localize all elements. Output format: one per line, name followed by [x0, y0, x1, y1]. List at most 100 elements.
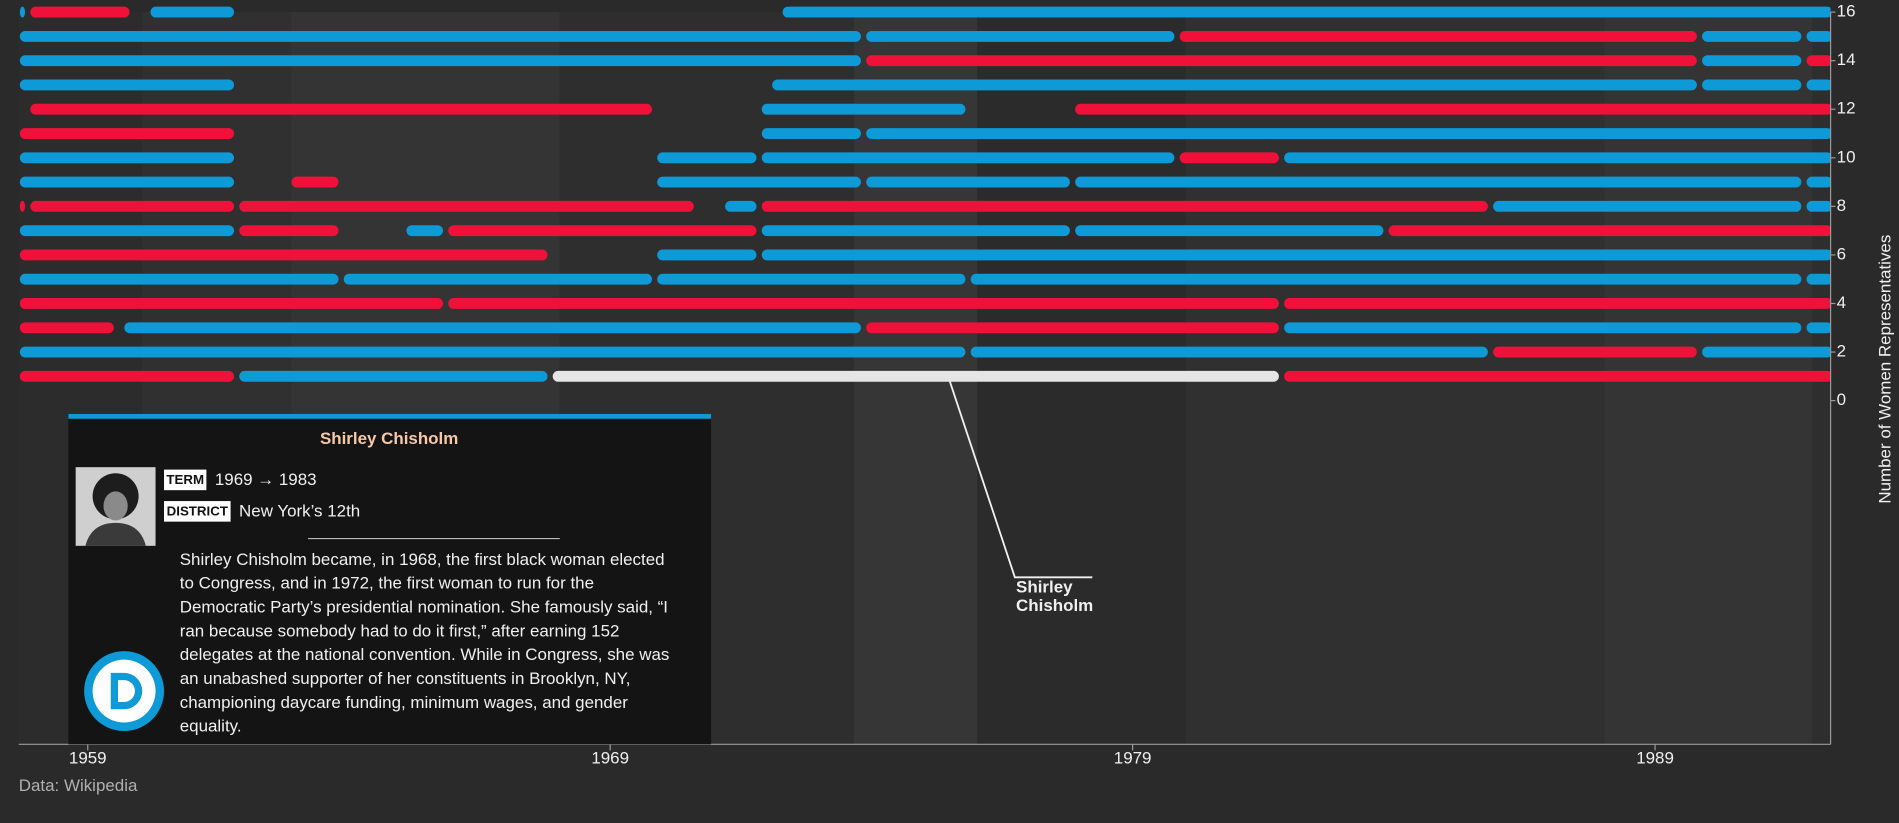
- term-bar: [19, 322, 114, 334]
- term-bar: [866, 322, 1279, 334]
- tooltip-top-border: [68, 413, 712, 419]
- portrait: [75, 467, 156, 546]
- term-bar: [19, 152, 235, 164]
- term-bar: [1284, 322, 1802, 334]
- annotation-text: Shirley: [1016, 578, 1073, 597]
- term-bar: [19, 30, 861, 42]
- term-bar: [1806, 176, 1831, 188]
- y-tick-label: 8: [1837, 196, 1846, 215]
- term-label-box: [164, 469, 207, 491]
- term-bar: [1493, 200, 1802, 212]
- term-bar: [970, 273, 1802, 285]
- term-bar: [1806, 55, 1831, 67]
- district-label-box: [164, 501, 231, 522]
- term-bar: [1806, 322, 1831, 334]
- term: 1969 → 1983: [215, 470, 317, 489]
- term-bar: [772, 79, 1697, 91]
- term-bar: [1806, 30, 1831, 42]
- term-bar: [19, 79, 235, 91]
- x-tick-label: 1989: [1636, 748, 1674, 767]
- term-bar: [866, 55, 1697, 67]
- term-bar: [124, 322, 861, 334]
- district: New York’s 12th: [239, 501, 360, 520]
- term-bar: [1702, 55, 1802, 67]
- tooltip-line: equality.: [180, 717, 242, 736]
- term-bar: [1806, 200, 1831, 212]
- term-bar: [343, 273, 652, 285]
- term-bar: [19, 370, 235, 382]
- term-bar: [1806, 273, 1831, 285]
- term-bar: [866, 128, 1831, 139]
- term-bar: [1075, 103, 1831, 115]
- term-bar: [1284, 298, 1831, 309]
- term-bar: [448, 225, 757, 237]
- term-bar: [552, 370, 1279, 382]
- term-bar: [657, 249, 757, 261]
- term-bar: [1075, 225, 1384, 237]
- tooltip-text: Shirley Chisholm became, in 1968, the fi…: [180, 550, 670, 736]
- term-bar: [1493, 346, 1697, 358]
- term-bar: [30, 200, 235, 212]
- y-tick-label: 4: [1837, 293, 1846, 312]
- term-bar: [30, 6, 130, 18]
- term-bar: [1179, 152, 1279, 164]
- term-bar: [291, 176, 339, 188]
- tooltip-line: championing daycare funding, minimum wag…: [180, 693, 629, 712]
- term-bar: [150, 6, 235, 18]
- term-bar: [657, 152, 757, 164]
- tooltip-title: Shirley Chisholm: [320, 429, 458, 448]
- y-tick-label: 6: [1837, 244, 1846, 263]
- term-bar: [1284, 152, 1831, 164]
- term-bar: [725, 200, 757, 212]
- tooltip: Shirley Chisholm TERM 1969 → 1983 DISTRI…: [68, 413, 712, 745]
- term-bar: [19, 225, 235, 237]
- term-bar: [448, 298, 1279, 309]
- y-axis-label: Number of Women Representatives: [1876, 235, 1895, 504]
- term-bar: [1702, 79, 1802, 91]
- y-tick-label: 0: [1837, 390, 1846, 409]
- source: Data: Wikipedia: [19, 776, 138, 795]
- term-bar: [866, 30, 1175, 42]
- term-bar: [19, 128, 235, 139]
- x-tick-label: 1979: [1114, 748, 1152, 767]
- term-bar: [19, 176, 235, 188]
- term-bar: [1075, 176, 1802, 188]
- y-tick-label: 12: [1837, 99, 1856, 118]
- tooltip-line: to Congress, and in 1972, the first woma…: [180, 574, 594, 593]
- term-bar: [761, 128, 861, 139]
- term-bar: [1806, 79, 1831, 91]
- term-bar: [406, 225, 444, 237]
- y-tick-label: 10: [1837, 147, 1856, 166]
- annotation-line: [948, 380, 1093, 579]
- term-bar: [19, 200, 26, 212]
- annotation-text: Chisholm: [1016, 596, 1093, 615]
- term-bar: [19, 273, 339, 285]
- term-bar: [761, 225, 1070, 237]
- term-bar: [1702, 30, 1802, 42]
- term-bar: [239, 225, 339, 237]
- x-tick-label: 1959: [69, 748, 107, 767]
- x-tick-label: 1969: [591, 748, 629, 767]
- tooltip-line: Democratic Party’s presidential nominati…: [180, 598, 668, 617]
- term-bar: [761, 103, 966, 115]
- y-tick-label: 2: [1837, 342, 1846, 361]
- tooltip-box: [68, 413, 712, 745]
- term-bar: [761, 152, 1175, 164]
- term-bar: [657, 176, 861, 188]
- term-bar: [1284, 370, 1831, 382]
- term-bar: [19, 346, 966, 358]
- term-bar: [239, 200, 694, 212]
- district-label: DISTRICT: [167, 503, 228, 518]
- term-bar: [30, 103, 652, 115]
- term-bar: [657, 273, 966, 285]
- tooltip-line: delegates at the national convention. Wh…: [180, 645, 670, 664]
- annotation: Shirley Chisholm: [948, 380, 1093, 615]
- tooltip-line: ran because somebody had to do it first,…: [180, 621, 620, 640]
- term-bar: [19, 55, 861, 67]
- y-tick-label: 16: [1837, 2, 1856, 21]
- term-bar: [970, 346, 1488, 358]
- y-tick-label: 14: [1837, 50, 1856, 69]
- term-bar: [19, 6, 26, 18]
